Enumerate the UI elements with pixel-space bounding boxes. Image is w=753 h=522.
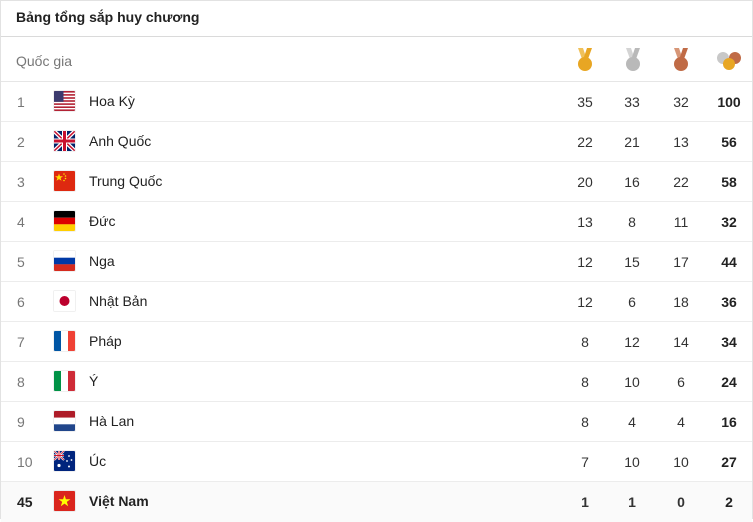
total-count: 24 bbox=[721, 374, 737, 390]
country-name: Hoa Kỳ bbox=[89, 93, 135, 109]
gold-count: 12 bbox=[577, 254, 593, 270]
bronze-count: 17 bbox=[673, 254, 689, 270]
country-name: Nhật Bản bbox=[89, 293, 148, 309]
table-row-russia[interactable]: 5 Nga 12 15 17 44 bbox=[1, 242, 752, 282]
france-flag-icon bbox=[54, 331, 75, 351]
japan-flag-icon bbox=[54, 291, 75, 311]
total-count: 58 bbox=[721, 174, 737, 190]
table-row-vietnam[interactable]: 45 Việt Nam 1 1 0 2 bbox=[1, 482, 752, 522]
table-row-uk[interactable]: 2 Anh Quốc 22 21 13 56 bbox=[1, 122, 752, 162]
silver-count: 8 bbox=[628, 214, 636, 230]
country-name: Pháp bbox=[89, 333, 122, 349]
silver-count: 15 bbox=[624, 254, 640, 270]
country-column-header: Quốc gia bbox=[16, 53, 73, 69]
table-row-france[interactable]: 7 Pháp 8 12 14 34 bbox=[1, 322, 752, 362]
table-row-germany[interactable]: 4 Đức 13 8 11 32 bbox=[1, 202, 752, 242]
bronze-count: 13 bbox=[673, 134, 689, 150]
gold-count: 20 bbox=[577, 174, 593, 190]
all-medals-icon bbox=[717, 52, 741, 70]
bronze-count: 6 bbox=[677, 374, 685, 390]
australia-flag-icon bbox=[54, 451, 75, 471]
rank-cell: 3 bbox=[17, 174, 25, 190]
country-name: Việt Nam bbox=[89, 493, 149, 509]
total-count: 16 bbox=[721, 414, 737, 430]
rank-cell: 6 bbox=[17, 294, 25, 310]
silver-count: 6 bbox=[628, 294, 636, 310]
silver-count: 4 bbox=[628, 414, 636, 430]
country-name: Hà Lan bbox=[89, 413, 135, 429]
table-row-china[interactable]: 3 Trung Quốc 20 16 22 58 bbox=[1, 162, 752, 202]
rank-cell: 45 bbox=[17, 494, 33, 510]
italy-flag-icon bbox=[54, 371, 75, 391]
rank-cell: 1 bbox=[17, 94, 25, 110]
bronze-count: 11 bbox=[673, 214, 689, 230]
bronze-medal-icon bbox=[674, 48, 688, 71]
total-count: 2 bbox=[725, 494, 733, 510]
country-name: Trung Quốc bbox=[89, 173, 163, 189]
total-count: 27 bbox=[721, 454, 737, 470]
table-row-us[interactable]: 1 Hoa Kỳ 35 33 32 100 bbox=[1, 82, 752, 122]
bronze-count: 22 bbox=[673, 174, 689, 190]
vietnam-flag-icon bbox=[54, 491, 75, 511]
rank-cell: 5 bbox=[17, 254, 25, 270]
table-row-netherlands[interactable]: 9 Hà Lan 8 4 4 16 bbox=[1, 402, 752, 442]
netherlands-flag-icon bbox=[54, 411, 75, 431]
gold-count: 35 bbox=[577, 94, 593, 110]
total-count: 100 bbox=[717, 94, 741, 110]
table-row-australia[interactable]: 10 Úc 7 10 10 27 bbox=[1, 442, 752, 482]
silver-count: 10 bbox=[624, 374, 640, 390]
country-name: Nga bbox=[89, 253, 115, 269]
gold-count: 8 bbox=[581, 334, 589, 350]
total-count: 36 bbox=[721, 294, 737, 310]
gold-count: 13 bbox=[577, 214, 593, 230]
silver-count: 12 bbox=[624, 334, 640, 350]
silver-count: 21 bbox=[624, 134, 640, 150]
silver-count: 10 bbox=[624, 454, 640, 470]
country-name: Ý bbox=[89, 373, 99, 389]
gold-count: 7 bbox=[581, 454, 589, 470]
rank-cell: 7 bbox=[17, 334, 25, 350]
gold-count: 8 bbox=[581, 374, 589, 390]
gold-count: 12 bbox=[577, 294, 593, 310]
bronze-count: 18 bbox=[673, 294, 689, 310]
rank-cell: 4 bbox=[17, 214, 25, 230]
germany-flag-icon bbox=[54, 211, 75, 231]
bronze-count: 0 bbox=[677, 494, 685, 510]
table-row-japan[interactable]: 6 Nhật Bản 12 6 18 36 bbox=[1, 282, 752, 322]
silver-medal-icon bbox=[626, 48, 640, 71]
medal-rows: 1 Hoa Kỳ 35 33 32 100 2 Anh Quốc 22 21 1… bbox=[1, 82, 752, 522]
us-flag-icon bbox=[54, 91, 75, 111]
rank-cell: 9 bbox=[17, 414, 25, 430]
bronze-count: 4 bbox=[677, 414, 685, 430]
rank-cell: 8 bbox=[17, 374, 25, 390]
rank-cell: 2 bbox=[17, 134, 25, 150]
russia-flag-icon bbox=[54, 251, 75, 271]
country-name: Đức bbox=[89, 213, 116, 229]
total-count: 32 bbox=[721, 214, 737, 230]
bronze-count: 32 bbox=[673, 94, 689, 110]
silver-count: 1 bbox=[628, 494, 636, 510]
silver-count: 33 bbox=[624, 94, 640, 110]
rank-cell: 10 bbox=[17, 454, 33, 470]
total-count: 44 bbox=[721, 254, 737, 270]
bronze-count: 14 bbox=[673, 334, 689, 350]
bronze-count: 10 bbox=[673, 454, 689, 470]
uk-flag-icon bbox=[54, 131, 75, 151]
total-count: 56 bbox=[721, 134, 737, 150]
total-count: 34 bbox=[721, 334, 737, 350]
gold-count: 1 bbox=[581, 494, 589, 510]
table-header: Quốc gia bbox=[1, 37, 752, 82]
gold-count: 8 bbox=[581, 414, 589, 430]
table-row-italy[interactable]: 8 Ý 8 10 6 24 bbox=[1, 362, 752, 402]
country-name: Úc bbox=[89, 453, 107, 469]
panel-title: Bảng tổng sắp huy chương bbox=[1, 1, 752, 37]
gold-count: 22 bbox=[577, 134, 593, 150]
silver-count: 16 bbox=[624, 174, 640, 190]
country-name: Anh Quốc bbox=[89, 133, 152, 149]
china-flag-icon bbox=[54, 171, 75, 191]
gold-medal-icon bbox=[578, 48, 592, 71]
